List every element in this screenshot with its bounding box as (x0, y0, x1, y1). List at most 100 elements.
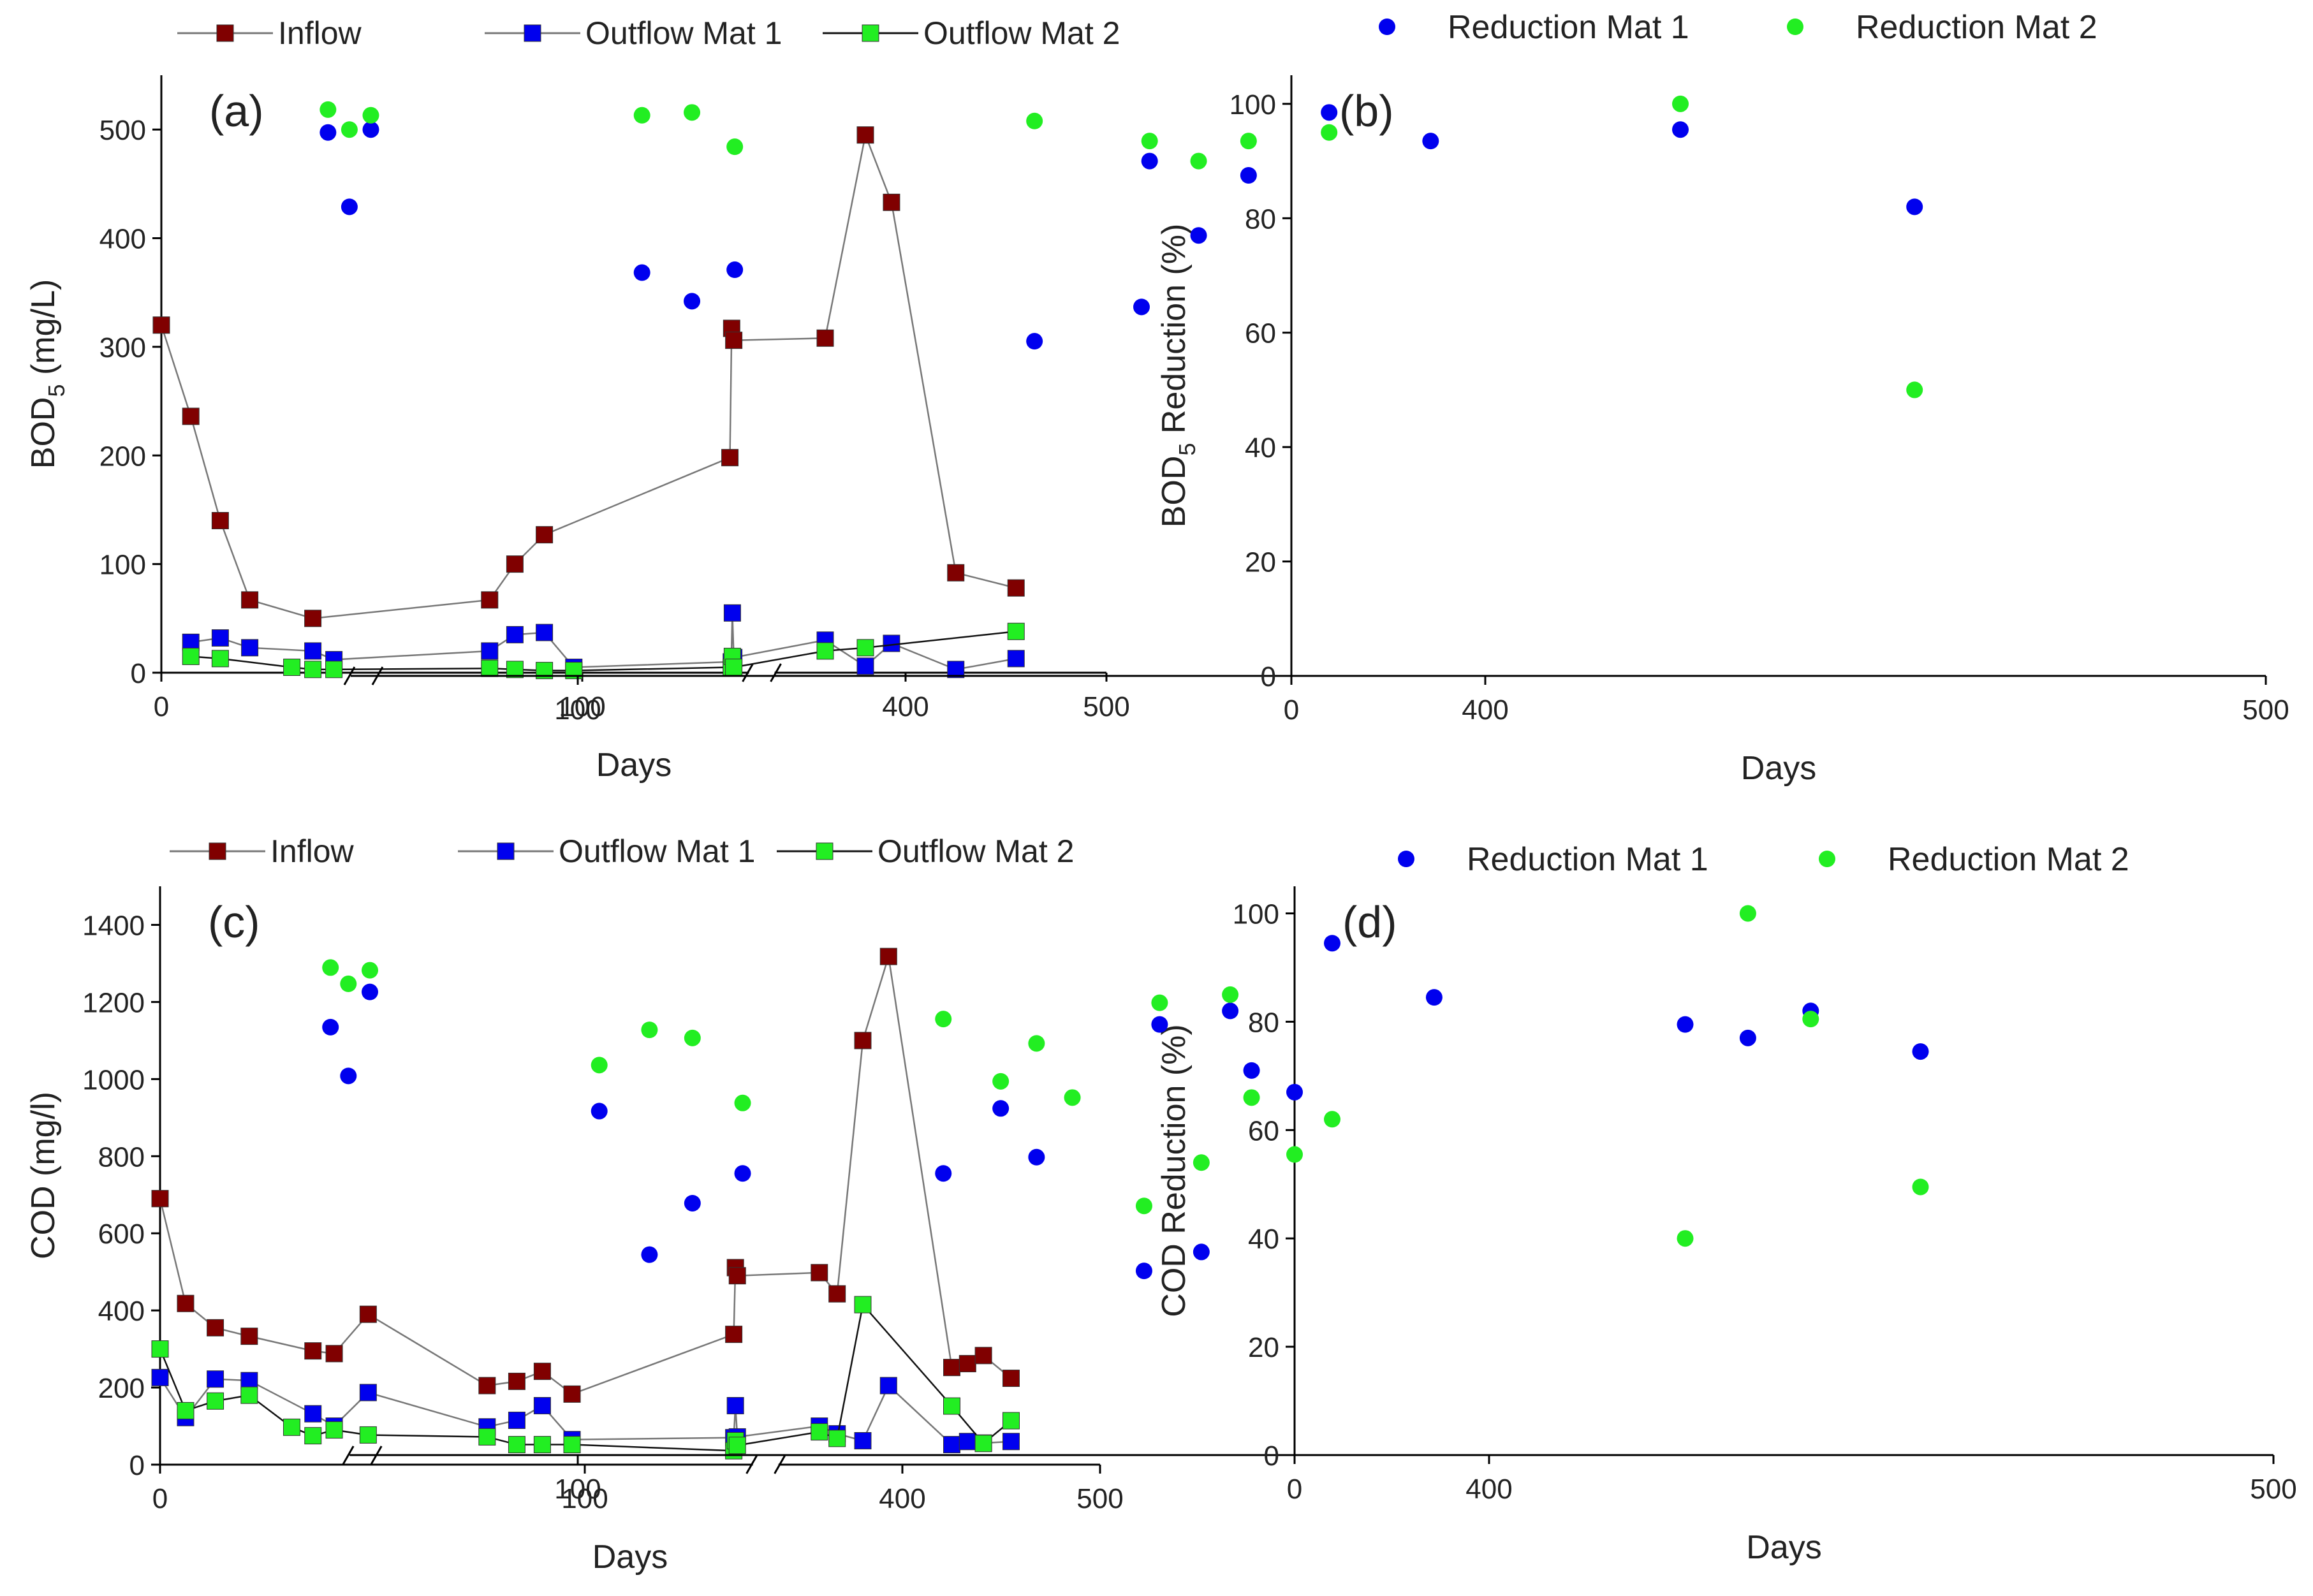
y-tick-label: 80 (1248, 1007, 1279, 1038)
data-point (935, 1165, 952, 1182)
axis-break-mark (742, 663, 754, 682)
data-point (151, 1368, 169, 1386)
data-point (725, 1326, 743, 1343)
data-point (478, 1377, 496, 1395)
data-point (283, 658, 301, 676)
x-axis-title: Days (1746, 1529, 1821, 1566)
data-point (943, 1359, 960, 1377)
data-point (506, 555, 524, 573)
data-point (992, 1073, 1010, 1090)
data-point (283, 1418, 300, 1436)
y-axis-title-main: BOD (1156, 456, 1193, 528)
data-point (1672, 95, 1689, 112)
y-tick-label: 20 (1248, 1332, 1279, 1363)
x-tick-label: 500 (2242, 694, 2289, 726)
y-tick-label: 100 (99, 550, 146, 581)
axis-break-mark (770, 663, 782, 682)
y-tick-label: 100 (1230, 89, 1276, 121)
data-point (1677, 1016, 1694, 1033)
x-tick-label: 100 (554, 694, 601, 726)
data-point (319, 101, 337, 118)
data-point (1321, 104, 1338, 121)
y-axis-title-main: COD Reduction (%) (1156, 1024, 1193, 1317)
data-point (359, 1384, 377, 1402)
data-point (1151, 994, 1168, 1011)
data-point (641, 1246, 658, 1263)
data-point (533, 1436, 551, 1454)
legend-marker (209, 842, 226, 860)
data-point (1324, 935, 1340, 952)
data-point (591, 1102, 608, 1120)
data-point (828, 1285, 846, 1303)
data-point (1677, 1230, 1694, 1247)
data-point (1002, 1370, 1020, 1387)
y-tick-label: 800 (98, 1141, 145, 1173)
data-point (974, 1347, 992, 1365)
y-tick-label: 0 (131, 658, 146, 689)
y-axis-title-subscript: 5 (43, 384, 70, 397)
data-point (1906, 198, 1923, 216)
data-point (1141, 152, 1158, 170)
data-point (726, 1396, 744, 1414)
data-point (325, 661, 343, 678)
data-point (1912, 1178, 1929, 1196)
data-point (1324, 1111, 1340, 1128)
legend-label: Outflow Mat 2 (923, 15, 1120, 51)
data-point (563, 1385, 581, 1403)
y-axis-title-main: BOD (25, 397, 62, 469)
data-point (1672, 121, 1689, 138)
x-tick-label: 400 (879, 1483, 925, 1514)
data-point (304, 1342, 322, 1360)
data-point (684, 104, 701, 121)
y-axis-title: BOD5 (mg/L) (25, 279, 70, 469)
data-point (304, 642, 322, 660)
axis-break-mark (774, 1455, 786, 1474)
data-point (725, 658, 743, 676)
data-point (1190, 152, 1207, 170)
y-tick-label: 80 (1245, 203, 1276, 235)
data-point (240, 1328, 258, 1345)
data-point (726, 261, 744, 279)
data-point (734, 1094, 751, 1111)
legend-label: Reduction Mat 2 (1856, 9, 2097, 46)
data-point (241, 639, 259, 657)
data-point (943, 1397, 960, 1415)
axis-break-mark (371, 666, 384, 685)
data-point (481, 659, 499, 677)
legend-label: Reduction Mat 1 (1467, 841, 1708, 878)
data-point (325, 1421, 343, 1439)
legend-marker (497, 842, 515, 860)
x-axis-title: Days (592, 1539, 668, 1576)
data-point (1906, 381, 1923, 399)
data-point (508, 1411, 525, 1429)
data-point (240, 1372, 258, 1389)
axis-break-mark (370, 1446, 383, 1465)
data-point (325, 1345, 343, 1363)
data-point (943, 1436, 960, 1454)
data-point (359, 1426, 377, 1444)
data-point (1425, 989, 1443, 1006)
data-point (958, 1433, 976, 1451)
legend-label: Outflow Mat 1 (585, 15, 782, 51)
data-point (684, 1194, 701, 1212)
data-point (728, 1437, 746, 1454)
data-point (1243, 1089, 1260, 1106)
data-point (1739, 1029, 1756, 1046)
x-tick-label: 100 (561, 1483, 608, 1514)
data-point (1240, 133, 1257, 150)
data-point (854, 1296, 872, 1314)
data-point (533, 1396, 551, 1414)
data-point (721, 449, 739, 467)
x-tick-label: 0 (1284, 694, 1299, 726)
legend-marker (862, 24, 879, 42)
data-point (207, 1370, 224, 1388)
data-point (725, 332, 743, 349)
data-point (633, 264, 650, 281)
data-point (563, 1436, 581, 1454)
data-point (481, 642, 499, 660)
panel-d: 0 100 400 500 0 20 40 60 80 100 Days COD Reduction … (322, 841, 2297, 1566)
y-tick-label: 40 (1245, 432, 1276, 464)
data-point (1286, 1146, 1303, 1163)
legend-label: Inflow (278, 15, 362, 51)
data-point (207, 1392, 224, 1410)
